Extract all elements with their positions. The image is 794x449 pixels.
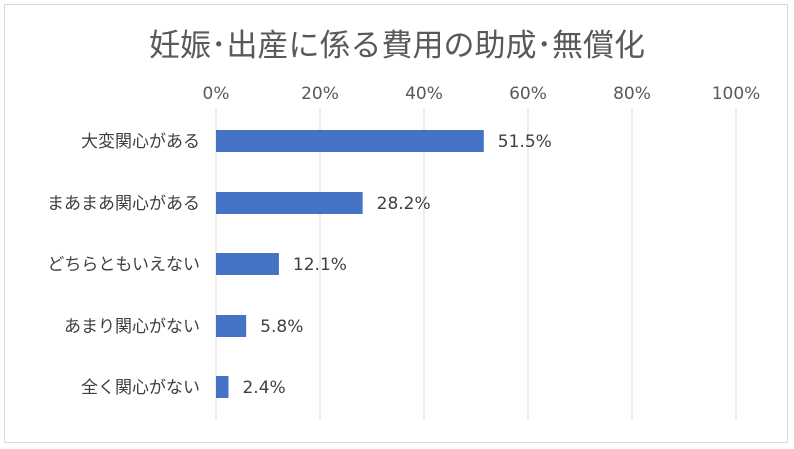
category-label: まあまあ関心がある (47, 194, 200, 214)
x-tick-label: 20% (301, 84, 339, 104)
gridlines (215, 108, 737, 420)
x-tick-label: 100% (712, 84, 761, 104)
category-label: 大変関心がある (81, 132, 200, 152)
data-label: 51.5% (498, 132, 552, 152)
chart-title: 妊娠･出産に係る費用の助成･無償化 (149, 28, 645, 64)
x-tick-label: 80% (613, 84, 651, 104)
bar (216, 376, 229, 398)
data-labels: 51.5% 28.2% 12.1% 5.8% 2.4% (242, 132, 551, 398)
bar (216, 253, 279, 275)
category-label: どちらともいえない (47, 255, 200, 275)
x-tick-label: 40% (405, 84, 443, 104)
x-tick-label: 0% (203, 84, 230, 104)
chart-frame (4, 4, 788, 443)
bar (216, 315, 247, 337)
bar (216, 130, 484, 152)
bar (216, 192, 363, 214)
data-label: 5.8% (260, 317, 303, 337)
data-label: 28.2% (377, 194, 431, 214)
bars (216, 130, 484, 398)
data-label: 2.4% (242, 378, 285, 398)
x-axis-ticks: 0% 20% 40% 60% 80% 100% (203, 84, 761, 104)
category-label: 全く関心がない (81, 378, 200, 398)
x-tick-label: 60% (509, 84, 547, 104)
data-label: 12.1% (293, 255, 347, 275)
category-label: あまり関心がない (64, 317, 200, 337)
